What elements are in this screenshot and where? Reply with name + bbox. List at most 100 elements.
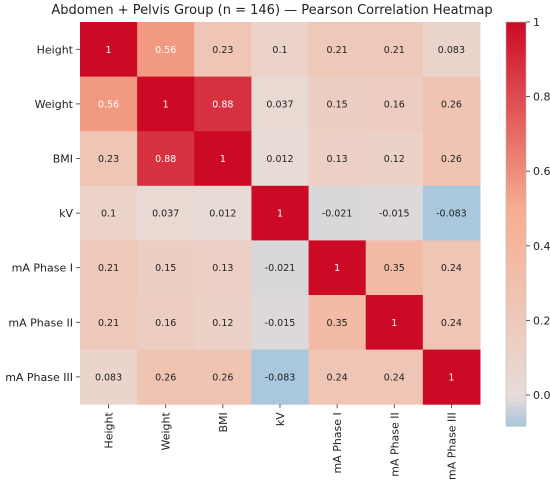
col-tick-labels: Height Weight BMI kV mA Phase I mA Phase II mA… (103, 404, 458, 480)
colorbar-segment (506, 370, 526, 377)
heatmap-cell (308, 76, 367, 132)
cell-value-label: 0.16 (384, 99, 405, 110)
colorbar-segment (506, 77, 526, 84)
cell-value-label: 0.012 (209, 209, 236, 220)
colorbar-segment (506, 92, 526, 99)
colorbar-segment (506, 107, 526, 114)
heatmap-cell (251, 22, 310, 78)
heatmap-cell (194, 349, 252, 405)
colorbar-segment (506, 340, 526, 346)
colorbar-segment (506, 380, 526, 387)
colorbar-segment (506, 57, 526, 63)
heatmap-cell (422, 185, 481, 241)
colorbar-segment (506, 27, 526, 33)
colorbar-segment (506, 345, 526, 351)
col-tick-label: mA Phase I (331, 412, 344, 473)
colorbar-segment (506, 117, 526, 124)
colorbar-segment (506, 420, 526, 427)
cell-value-label: 0.16 (155, 318, 176, 329)
colorbar-segment (506, 234, 526, 240)
heatmap-cell (308, 22, 367, 78)
colorbar-segment (506, 294, 526, 301)
colorbar-segment (506, 102, 526, 109)
heatmap-cell (308, 131, 367, 187)
cell-value-label: 0.35 (384, 263, 405, 274)
cell-value-label: 0.21 (98, 263, 119, 274)
colorbar-segment (506, 133, 526, 139)
colorbar-segment (506, 360, 526, 366)
colorbar-segment (506, 178, 526, 185)
colorbar-segment (506, 335, 526, 341)
row-tick-label: mA Phase III (5, 371, 73, 384)
colorbar-segment (506, 239, 526, 245)
colorbar-segment (506, 375, 526, 382)
colorbar-segment (506, 188, 526, 195)
cell-value-label: 0.24 (384, 372, 405, 383)
colorbar-segment (506, 355, 526, 361)
cell-value-label: 0.24 (441, 318, 462, 329)
cell-value-label: 0.15 (327, 99, 348, 110)
heatmap-cell (365, 295, 424, 351)
colorbar-segment (506, 385, 526, 392)
heatmap-cell (137, 295, 195, 351)
heatmap-cell (194, 22, 252, 78)
colorbar-segment (506, 158, 526, 164)
cell-value-label: 0.56 (155, 45, 176, 56)
colorbar-segment (506, 47, 526, 53)
colorbar-segment (506, 365, 526, 372)
cell-value-label: 0.88 (155, 154, 176, 165)
colorbar-segment (506, 330, 526, 336)
colorbar-segment (506, 112, 526, 119)
heatmap-cell (137, 22, 195, 78)
colorbar-segment (506, 128, 526, 134)
colorbar-tick-label: 0.6 (533, 165, 550, 178)
row-tick-label: Weight (35, 98, 74, 111)
cell-value-label: 0.24 (441, 263, 462, 274)
heatmap-cell (80, 349, 138, 405)
cell-value-label: -0.015 (265, 318, 296, 329)
colorbar-segment (506, 143, 526, 149)
colorbar-segment (506, 314, 526, 321)
row-tick-labels: Height Weight BMI kV mA Phase I mA Phase II mA… (5, 43, 80, 384)
colorbar-segment (506, 82, 526, 89)
cell-value-label: 0.35 (327, 318, 348, 329)
row-tick-label: mA Phase II (8, 316, 73, 329)
heatmap-cell (365, 349, 424, 405)
cell-value-label: 0.21 (384, 45, 405, 56)
cell-value-label: 0.56 (98, 99, 119, 110)
col-tick-label: mA Phase II (388, 412, 401, 477)
cell-value-label: 1 (163, 99, 169, 110)
colorbar: 0.0 0.2 0.4 0.6 0.8 1 (505, 16, 550, 427)
cell-value-label: 1 (220, 154, 226, 165)
heatmap-cell (137, 76, 195, 132)
heatmap-cells: 1 0.56 0.23 0.1 0.21 0.21 0.083 0.56 1 0.88 0.037 0… (80, 22, 481, 405)
colorbar-segment (506, 52, 526, 58)
colorbar-segment (506, 183, 526, 190)
cell-value-label: 0.083 (95, 372, 122, 383)
heatmap-cell (251, 76, 310, 132)
heatmap-cell (422, 22, 481, 78)
colorbar-segment (506, 390, 526, 397)
heatmap-cell (251, 185, 310, 241)
col-tick-label: kV (274, 412, 287, 426)
heatmap-cell (365, 22, 424, 78)
colorbar-segment (506, 269, 526, 276)
colorbar-segment (506, 67, 526, 74)
colorbar-segment (506, 163, 526, 170)
heatmap-cell (137, 185, 195, 241)
heatmap-cell (365, 76, 424, 132)
cell-value-label: 0.083 (438, 45, 465, 56)
colorbar-segment (506, 153, 526, 159)
colorbar-segment (506, 72, 526, 79)
colorbar-segment (506, 173, 526, 180)
heatmap-cell (80, 185, 138, 241)
cell-value-label: 0.26 (212, 372, 233, 383)
heatmap-cell (422, 76, 481, 132)
heatmap-cell (80, 295, 138, 351)
colorbar-segment (506, 198, 526, 205)
colorbar-tick-label: 0.2 (533, 314, 550, 327)
heatmap-cell (194, 295, 252, 351)
cell-value-label: 0.12 (212, 318, 233, 329)
colorbar-segment (506, 254, 526, 260)
